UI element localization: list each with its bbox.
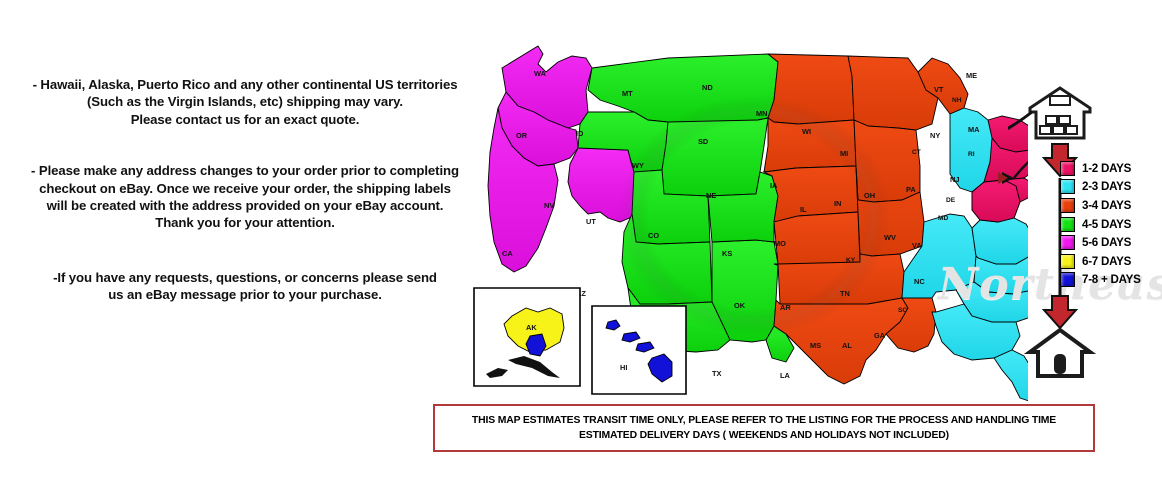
state-label-de: DE — [946, 197, 956, 204]
note-territories: - Hawaii, Alaska, Puerto Rico and any ot… — [32, 77, 458, 127]
legend-swatch-7-8-plus-days — [1060, 272, 1075, 288]
state-label-ok: OK — [734, 301, 746, 310]
legend-label-4-5-days: 4-5 DAYS — [1082, 217, 1132, 231]
legend-item-6-7-days[interactable]: 6-7 DAYS — [1060, 252, 1160, 271]
legend-item-5-6-days[interactable]: 5-6 DAYS — [1060, 233, 1160, 252]
warehouse-icon — [1028, 86, 1092, 140]
legend-item-3-4-days[interactable]: 3-4 DAYS — [1060, 196, 1160, 215]
hawaii-inset: HI — [591, 305, 687, 395]
state-label-ct: CT — [912, 149, 921, 156]
state-label-il: IL — [800, 205, 807, 214]
legend-label-2-3-days: 2-3 DAYS — [1082, 180, 1132, 194]
legend-item-4-5-days[interactable]: 4-5 DAYS — [1060, 215, 1160, 234]
state-label-oh: OH — [864, 191, 875, 200]
zone-1-2-days — [971, 115, 1028, 223]
state-label-nc: NC — [914, 277, 925, 286]
state-label-mi: MI — [840, 149, 848, 158]
state-label-ia: IA — [770, 181, 778, 190]
delivery-time-legend: 1-2 DAYS 2-3 DAYS 3-4 DAYS 4-5 DAYS 5-6 … — [1060, 159, 1160, 289]
state-label-in: IN — [834, 199, 841, 208]
legend-item-7-8-plus-days[interactable]: 7-8 + DAYS — [1060, 271, 1160, 290]
state-label-wa: WA — [534, 69, 547, 78]
state-label-nj: NJ — [950, 175, 959, 184]
state-label-sd: SD — [698, 137, 709, 146]
inset-label-ak: AK — [526, 323, 537, 332]
state-label-nh: NH — [952, 97, 962, 104]
state-label-la: LA — [780, 371, 791, 380]
state-label-wi: WI — [802, 127, 811, 136]
state-label-ny: NY — [930, 131, 940, 140]
state-label-nv: NV — [544, 201, 554, 210]
state-label-ar: AR — [780, 303, 791, 312]
state-label-id: ID — [576, 129, 584, 138]
legend-label-1-2-days: 1-2 DAYS — [1082, 161, 1132, 175]
state-label-va: VA — [912, 241, 922, 250]
zone-2-3-days — [901, 107, 1028, 402]
legend-swatch-6-7-days — [1060, 253, 1075, 269]
state-label-tn: TN — [840, 289, 850, 298]
state-label-ca: CA — [502, 249, 513, 258]
legend-label-6-7-days: 6-7 DAYS — [1082, 254, 1132, 268]
state-label-al: AL — [842, 341, 852, 350]
transit-time-disclaimer: THIS MAP ESTIMATES TRANSIT TIME ONLY, PL… — [433, 404, 1095, 452]
legend-swatch-3-4-days — [1060, 197, 1075, 213]
legend-label-3-4-days: 3-4 DAYS — [1082, 198, 1132, 212]
house-icon — [1023, 327, 1097, 378]
note-address-changes: - Please make any address changes to you… — [31, 163, 459, 231]
state-label-sc: SC — [898, 307, 907, 314]
state-label-nd: ND — [702, 83, 713, 92]
flow-connector-line — [993, 110, 1033, 138]
state-label-mt: MT — [622, 89, 633, 98]
legend-swatch-5-6-days — [1060, 235, 1075, 251]
state-label-or: OR — [516, 131, 528, 140]
legend-swatch-4-5-days — [1060, 216, 1075, 232]
watermark-ring — [584, 66, 924, 366]
state-label-ri: RI — [968, 151, 975, 158]
inset-label-hi: HI — [620, 363, 627, 372]
state-label-me: ME — [966, 71, 977, 80]
state-label-ms: MS — [810, 341, 821, 350]
state-label-ma: MA — [968, 125, 980, 134]
state-label-ne: NE — [706, 191, 716, 200]
us-shipping-zone-map: WA OR CA NV ID MT WY UT AZ NM CO ND SD N… — [468, 16, 1162, 406]
state-label-wy: WY — [632, 161, 644, 170]
state-label-vt: VT — [934, 85, 944, 94]
state-label-az: AZ — [576, 289, 586, 298]
shipping-notes: - Hawaii, Alaska, Puerto Rico and any ot… — [0, 66, 490, 304]
origin-arrow-to-nj — [998, 160, 1028, 184]
note-contact: -If you have any requests, questions, or… — [53, 269, 437, 303]
state-label-md: MD — [938, 215, 948, 222]
legend-item-1-2-days[interactable]: 1-2 DAYS — [1060, 159, 1160, 178]
legend-swatch-2-3-days — [1060, 179, 1075, 195]
disclaimer-line-2: ESTIMATED DELIVERY DAYS ( WEEKENDS AND H… — [579, 430, 949, 441]
state-label-ut: UT — [586, 217, 596, 226]
legend-label-5-6-days: 5-6 DAYS — [1082, 236, 1132, 250]
state-label-co: CO — [648, 231, 659, 240]
disclaimer-line-1: THIS MAP ESTIMATES TRANSIT TIME ONLY, PL… — [471, 415, 1057, 426]
state-label-ga: GA — [874, 331, 886, 340]
legend-swatch-1-2-days — [1060, 160, 1075, 176]
arrow-down-icon-bottom — [1041, 295, 1079, 330]
state-label-ky: KY — [846, 257, 856, 264]
state-label-mn: MN — [756, 109, 768, 118]
legend-item-2-3-days[interactable]: 2-3 DAYS — [1060, 178, 1160, 197]
state-label-group: WA OR CA NV ID MT WY UT AZ NM CO ND SD N… — [502, 69, 980, 380]
state-label-mo: MO — [774, 239, 786, 248]
alaska-inset: AK — [473, 287, 581, 387]
state-label-wv: WV — [884, 233, 896, 242]
state-label-pa: PA — [906, 185, 916, 194]
legend-label-7-8-plus-days: 7-8 + DAYS — [1082, 273, 1141, 287]
state-label-tx: TX — [712, 369, 722, 378]
shipping-flow-diagram — [993, 78, 1112, 383]
state-label-ks: KS — [722, 249, 732, 258]
